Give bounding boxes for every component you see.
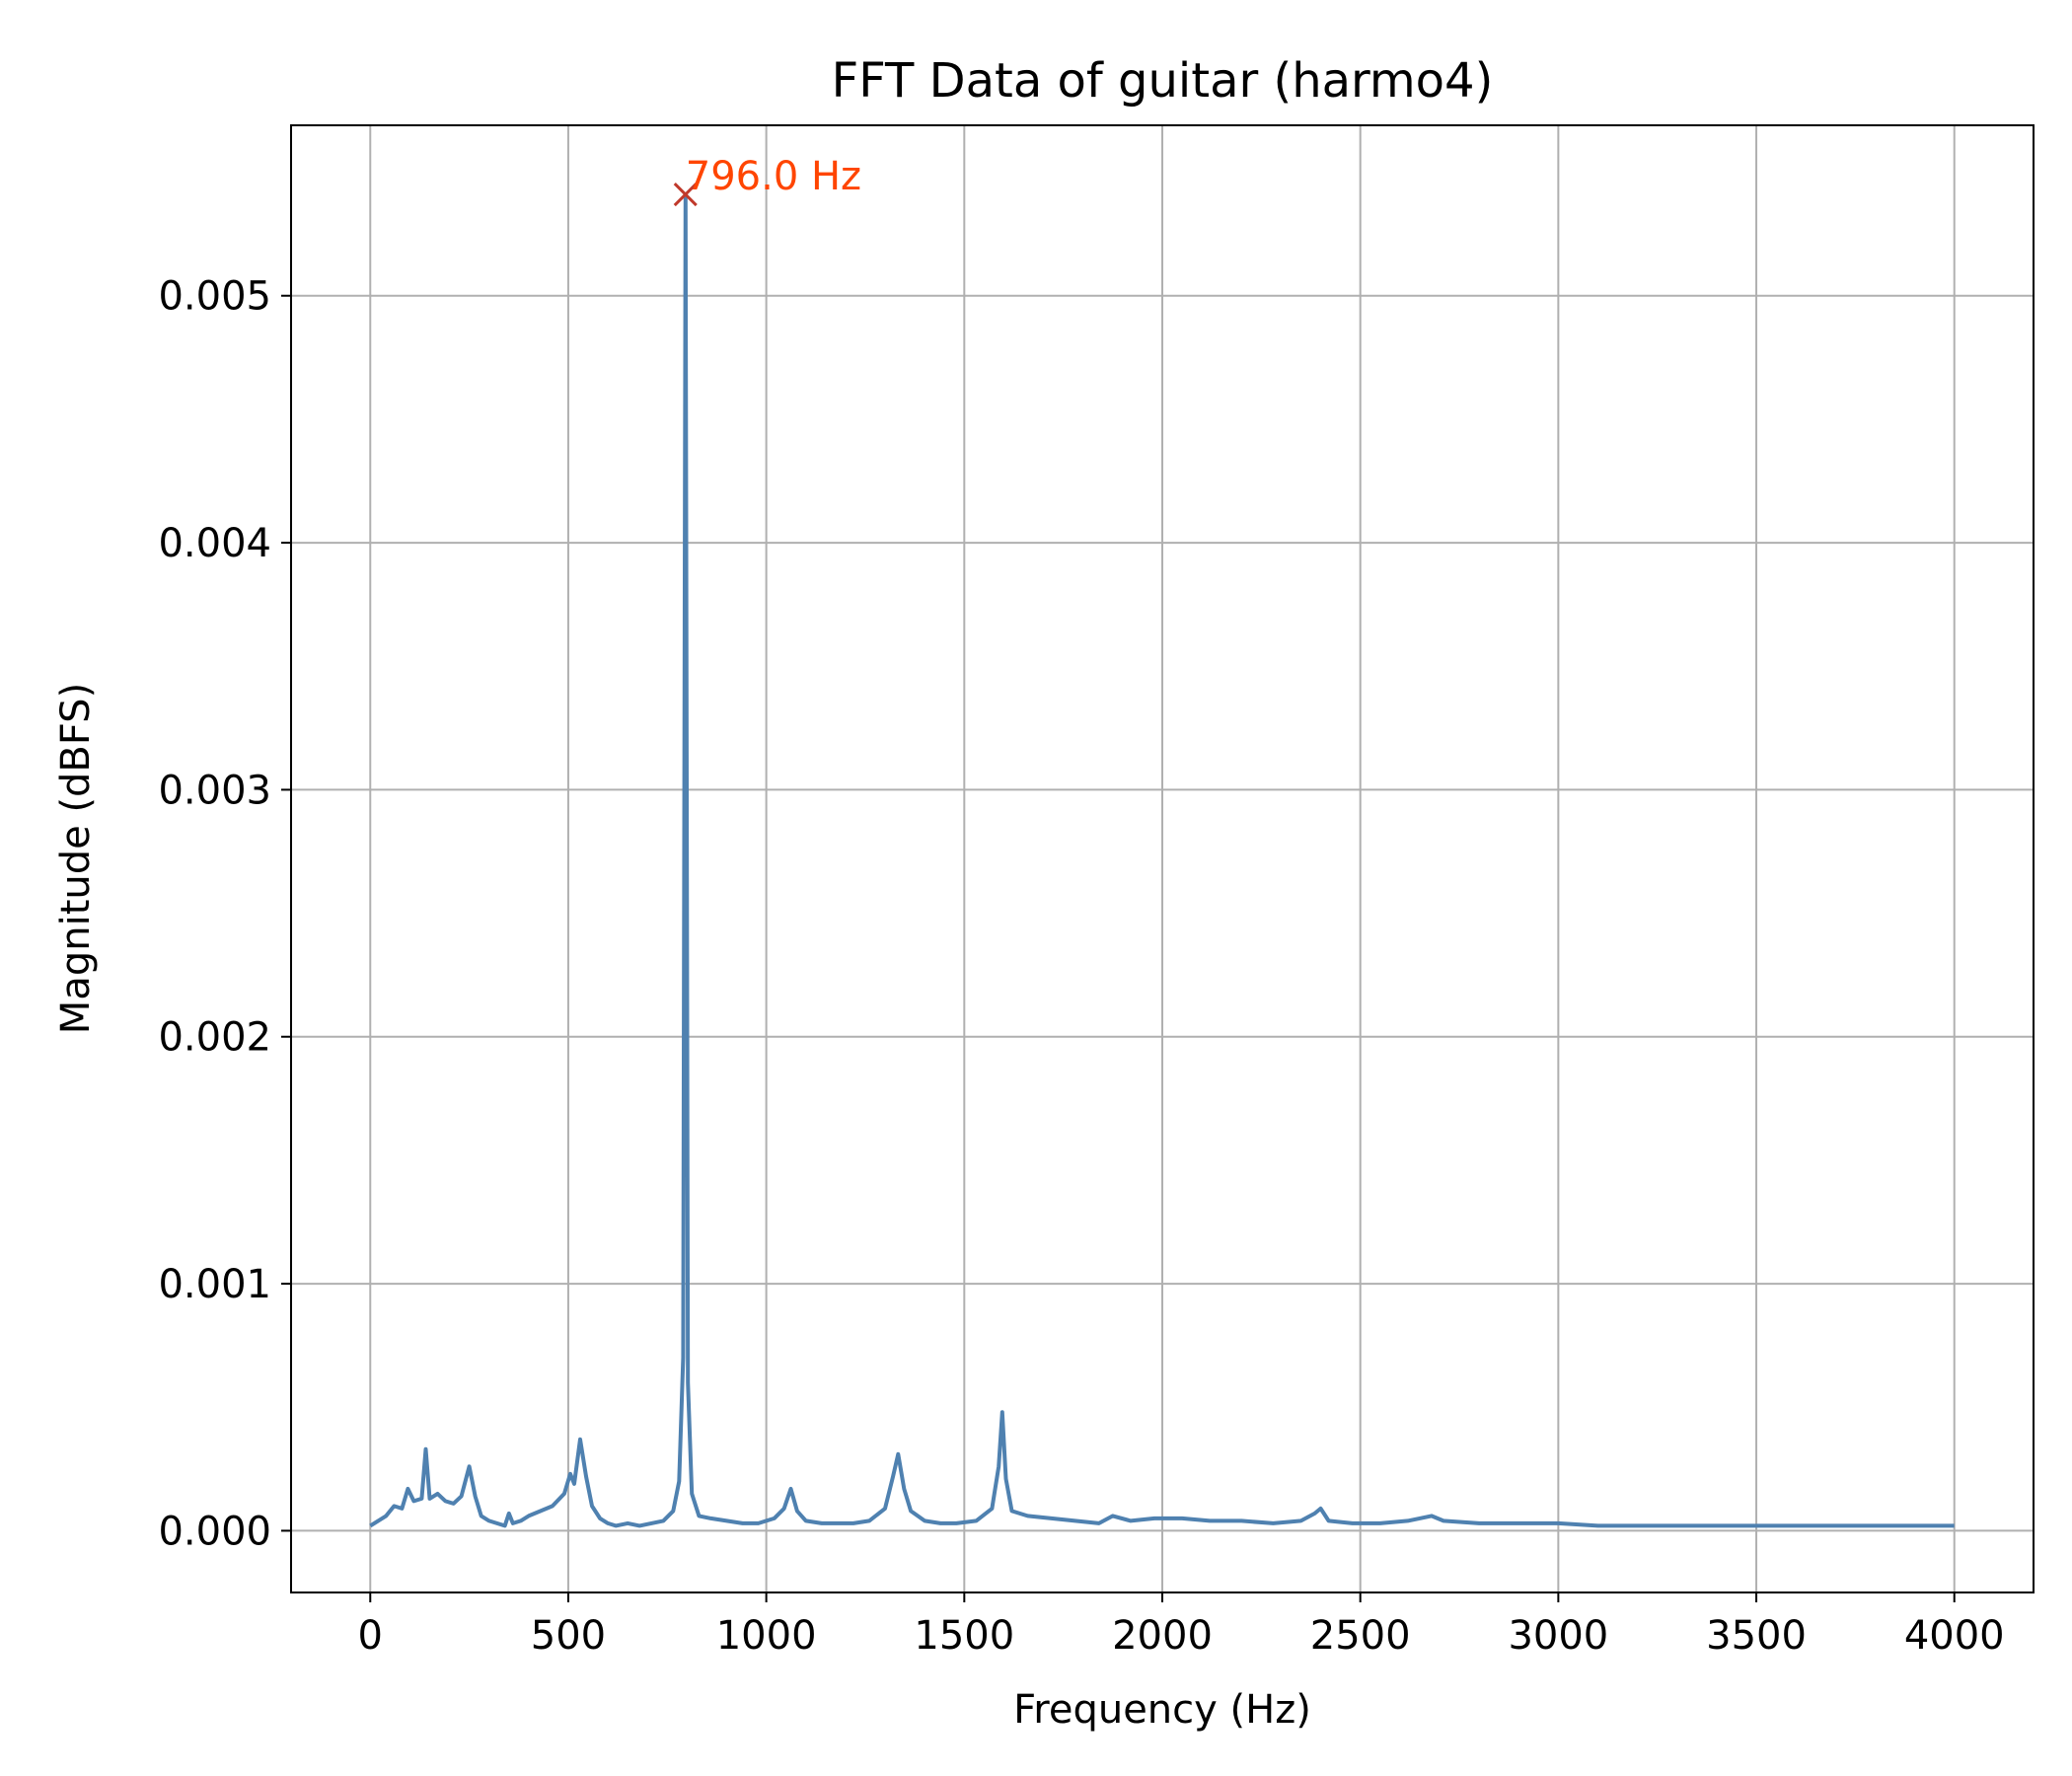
- fft-series-line: [369, 192, 1955, 1528]
- grid: [291, 125, 2034, 1592]
- peak-marker: [673, 183, 698, 207]
- y-axis-label: Magnitude (dBFS): [53, 683, 99, 1034]
- x-tick-label: 0: [358, 1613, 383, 1659]
- chart-title: FFT Data of guitar (harmo4): [832, 53, 1494, 109]
- ticks: 0 500 1000 1500 2000 2500 3000 3500 4000 0.000 0.0…: [158, 274, 2004, 1659]
- x-tick-label: 1500: [914, 1613, 1014, 1659]
- y-tick-label: 0.003: [158, 768, 271, 813]
- y-tick-label: 0.001: [158, 1262, 271, 1307]
- x-tick-label: 3000: [1508, 1613, 1608, 1659]
- x-tick-label: 2000: [1112, 1613, 1213, 1659]
- y-tick-label: 0.000: [158, 1509, 271, 1554]
- series-layer: [369, 192, 1955, 1528]
- x-tick-label: 4000: [1904, 1613, 2005, 1659]
- x-tick-label: 500: [531, 1613, 606, 1659]
- y-tick-label: 0.005: [158, 274, 271, 320]
- x-tick-label: 2500: [1310, 1613, 1411, 1659]
- peak-layer: 796.0 Hz: [673, 154, 861, 207]
- peak-annotation: 796.0 Hz: [686, 154, 861, 199]
- x-tick-label: 1000: [716, 1613, 817, 1659]
- y-tick-label: 0.002: [158, 1015, 271, 1061]
- x-tick-label: 3500: [1706, 1613, 1807, 1659]
- x-axis-label: Frequency (Hz): [1013, 1687, 1311, 1733]
- y-tick-label: 0.004: [158, 521, 271, 566]
